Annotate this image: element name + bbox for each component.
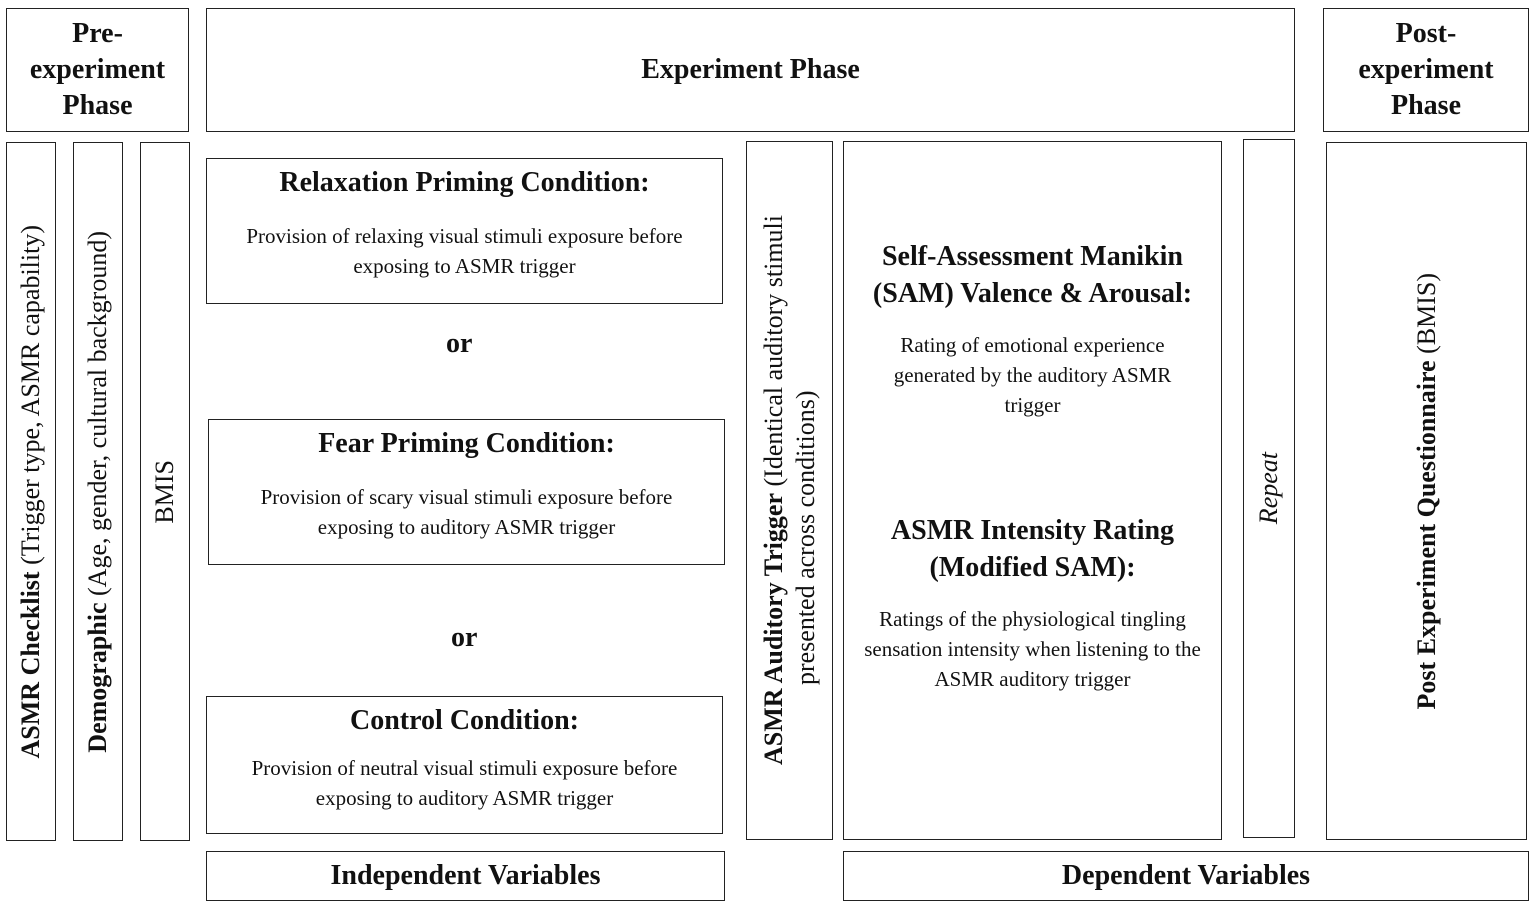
asmr-trigger-label: ASMR Auditory Trigger (Identical auditor… <box>758 215 820 766</box>
dependent-measures-box: Self-Assessment Manikin (SAM) Valence & … <box>843 141 1222 840</box>
or-label-2: or <box>451 622 478 653</box>
fear-condition-desc: Provision of scary visual stimuli exposu… <box>260 485 673 539</box>
bmis-box: BMIS <box>140 142 190 841</box>
relaxation-condition-box: Relaxation Priming Condition: Provision … <box>206 158 723 304</box>
post-experiment-phase-header: Post-experiment Phase <box>1323 8 1529 132</box>
demographic-box: Demographic (Age, gender, cultural backg… <box>73 142 123 841</box>
or-label-1: or <box>446 328 473 359</box>
control-condition-title: Control Condition: <box>350 705 579 736</box>
independent-variables-label: Independent Variables <box>206 851 725 901</box>
bmis-label: BMIS <box>150 459 179 524</box>
intensity-title: ASMR Intensity Rating (Modified SAM): <box>890 515 1175 583</box>
post-questionnaire-box: Post Experiment Questionnaire (BMIS) <box>1326 142 1527 840</box>
asmr-trigger-box: ASMR Auditory Trigger (Identical auditor… <box>746 141 833 840</box>
fear-condition-title: Fear Priming Condition: <box>318 428 615 459</box>
demographic-label: Demographic (Age, gender, cultural backg… <box>83 230 112 753</box>
sam-desc: Rating of emotional experience generated… <box>893 333 1172 417</box>
asmr-checklist-box: ASMR Checklist (Trigger type, ASMR capab… <box>6 142 56 841</box>
pre-experiment-phase-header: Pre-experiment Phase <box>6 8 189 132</box>
post-phase-label: Post-experiment Phase <box>1358 18 1494 121</box>
relaxation-condition-title: Relaxation Priming Condition: <box>279 167 650 198</box>
repeat-label: Repeat <box>1254 452 1283 525</box>
relaxation-condition-desc: Provision of relaxing visual stimuli exp… <box>246 224 683 278</box>
intensity-desc: Ratings of the physiological tingling se… <box>864 607 1201 691</box>
fear-condition-box: Fear Priming Condition: Provision of sca… <box>208 419 725 565</box>
control-condition-desc: Provision of neutral visual stimuli expo… <box>251 756 678 810</box>
experiment-phase-header: Experiment Phase <box>206 8 1295 132</box>
experiment-phase-label: Experiment Phase <box>641 54 860 85</box>
dependent-variables-label: Dependent Variables <box>843 851 1529 901</box>
asmr-checklist-label: ASMR Checklist (Trigger type, ASMR capab… <box>16 224 45 759</box>
sam-title: Self-Assessment Manikin (SAM) Valence & … <box>872 241 1193 309</box>
post-questionnaire-label: Post Experiment Questionnaire (BMIS) <box>1411 272 1441 710</box>
pre-phase-label: Pre-experiment Phase <box>29 18 166 121</box>
control-condition-box: Control Condition: Provision of neutral … <box>206 696 723 834</box>
repeat-box: Repeat <box>1243 139 1295 838</box>
